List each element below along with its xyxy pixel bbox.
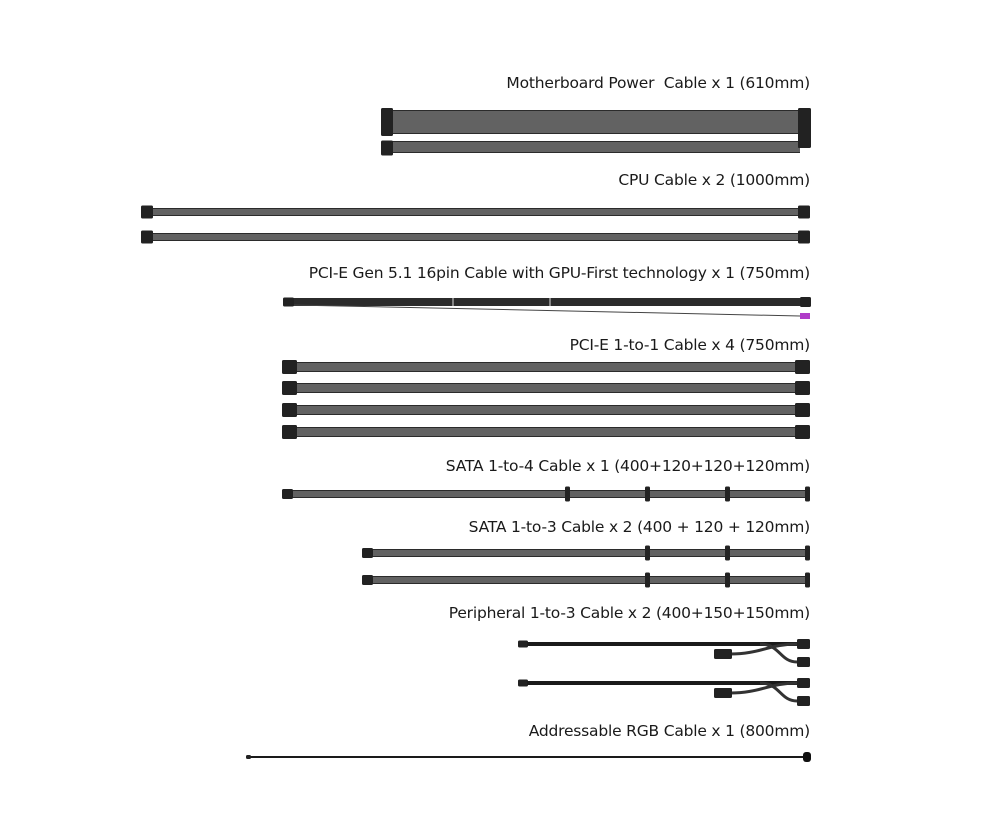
cable-branch	[729, 642, 798, 656]
connector-sata	[805, 486, 810, 502]
connector-pcie	[795, 425, 810, 439]
pcie-gen5-16pin-cable	[283, 297, 811, 319]
connector-24pin	[381, 108, 393, 136]
connector-pcie	[282, 425, 297, 439]
connector-sata	[645, 545, 650, 561]
connector-argb	[803, 752, 811, 762]
connector-sata	[725, 572, 730, 588]
connector-psu	[362, 575, 373, 585]
cable-sleeve	[296, 362, 796, 372]
cable-branch	[729, 681, 798, 695]
connector-cpu	[798, 205, 810, 219]
label-peripheral-1to3-cable: Peripheral 1-to-3 Cable x 2 (400+150+150…	[448, 604, 810, 622]
cable-wire	[527, 642, 797, 646]
connector-psu	[362, 548, 373, 558]
peripheral-1to3-cable	[518, 639, 810, 667]
connector-argb-small	[246, 755, 251, 759]
connector-pcie	[282, 381, 297, 395]
cable-sleeve	[296, 427, 796, 437]
pcie-1to1-cable	[282, 381, 810, 395]
argb-cable	[246, 752, 811, 762]
connector-sata	[805, 545, 810, 561]
connector-24pin	[798, 108, 811, 148]
cable-sleeve	[296, 383, 796, 393]
sense-wire	[292, 304, 801, 317]
cable-wire	[527, 681, 797, 685]
connector-pcie	[795, 360, 810, 374]
label-cpu-cable: CPU Cable x 2 (1000mm)	[618, 171, 810, 189]
connector-sata	[725, 486, 730, 502]
connector-pcie	[282, 360, 297, 374]
connector-psu	[518, 679, 528, 687]
connector-pcie	[795, 381, 810, 395]
connector-cpu	[141, 230, 153, 244]
connector-12v2x6	[283, 297, 294, 307]
connector-molex	[714, 649, 732, 659]
connector-molex	[714, 688, 732, 698]
connector-sata	[725, 545, 730, 561]
sense-connector	[800, 313, 810, 319]
label-pcie-gen5-cable: PCI-E Gen 5.1 16pin Cable with GPU-First…	[308, 264, 810, 282]
connector-12v2x6	[800, 297, 811, 307]
cpu-cable	[141, 230, 810, 244]
cpu-cable	[141, 205, 810, 219]
connector-molex	[797, 657, 810, 667]
connector-sata	[645, 486, 650, 502]
pcie-1to1-cable	[282, 403, 810, 417]
motherboard-power-cable	[381, 108, 811, 156]
pcie-1to1-cable	[282, 360, 810, 374]
connector-cpu	[141, 205, 153, 219]
connector-pcie	[282, 403, 297, 417]
label-sata-1to4-cable: SATA 1-to-4 Cable x 1 (400+120+120+120mm…	[445, 457, 810, 475]
connector-split	[381, 140, 393, 156]
label-sata-1to3-cable: SATA 1-to-3 Cable x 2 (400 + 120 + 120mm…	[468, 518, 811, 536]
cable-branch	[759, 642, 798, 664]
sata-1to3-cable	[362, 572, 810, 588]
label-motherboard-power-cable: Motherboard Power Cable x 1 (610mm)	[506, 74, 810, 92]
pcie-1to1-cable	[282, 425, 810, 439]
connector-sata	[805, 572, 810, 588]
connector-cpu	[798, 230, 810, 244]
peripheral-1to3-cable	[518, 678, 810, 706]
cable-branch	[759, 681, 798, 703]
cable-sleeve	[293, 298, 800, 306]
connector-psu	[518, 640, 528, 648]
label-pcie-1to1-cable: PCI-E 1-to-1 Cable x 4 (750mm)	[569, 336, 811, 354]
connector-sata	[565, 486, 570, 502]
connector-sata	[645, 572, 650, 588]
sata-1to4-cable	[282, 486, 810, 502]
cable-sleeve	[296, 405, 796, 415]
connector-molex	[797, 639, 810, 649]
connector-psu	[282, 489, 293, 499]
connector-molex	[797, 678, 810, 688]
label-argb-cable: Addressable RGB Cable x 1 (800mm)	[528, 722, 810, 740]
connector-molex	[797, 696, 810, 706]
sata-1to3-cable	[362, 545, 810, 561]
connector-pcie	[795, 403, 810, 417]
